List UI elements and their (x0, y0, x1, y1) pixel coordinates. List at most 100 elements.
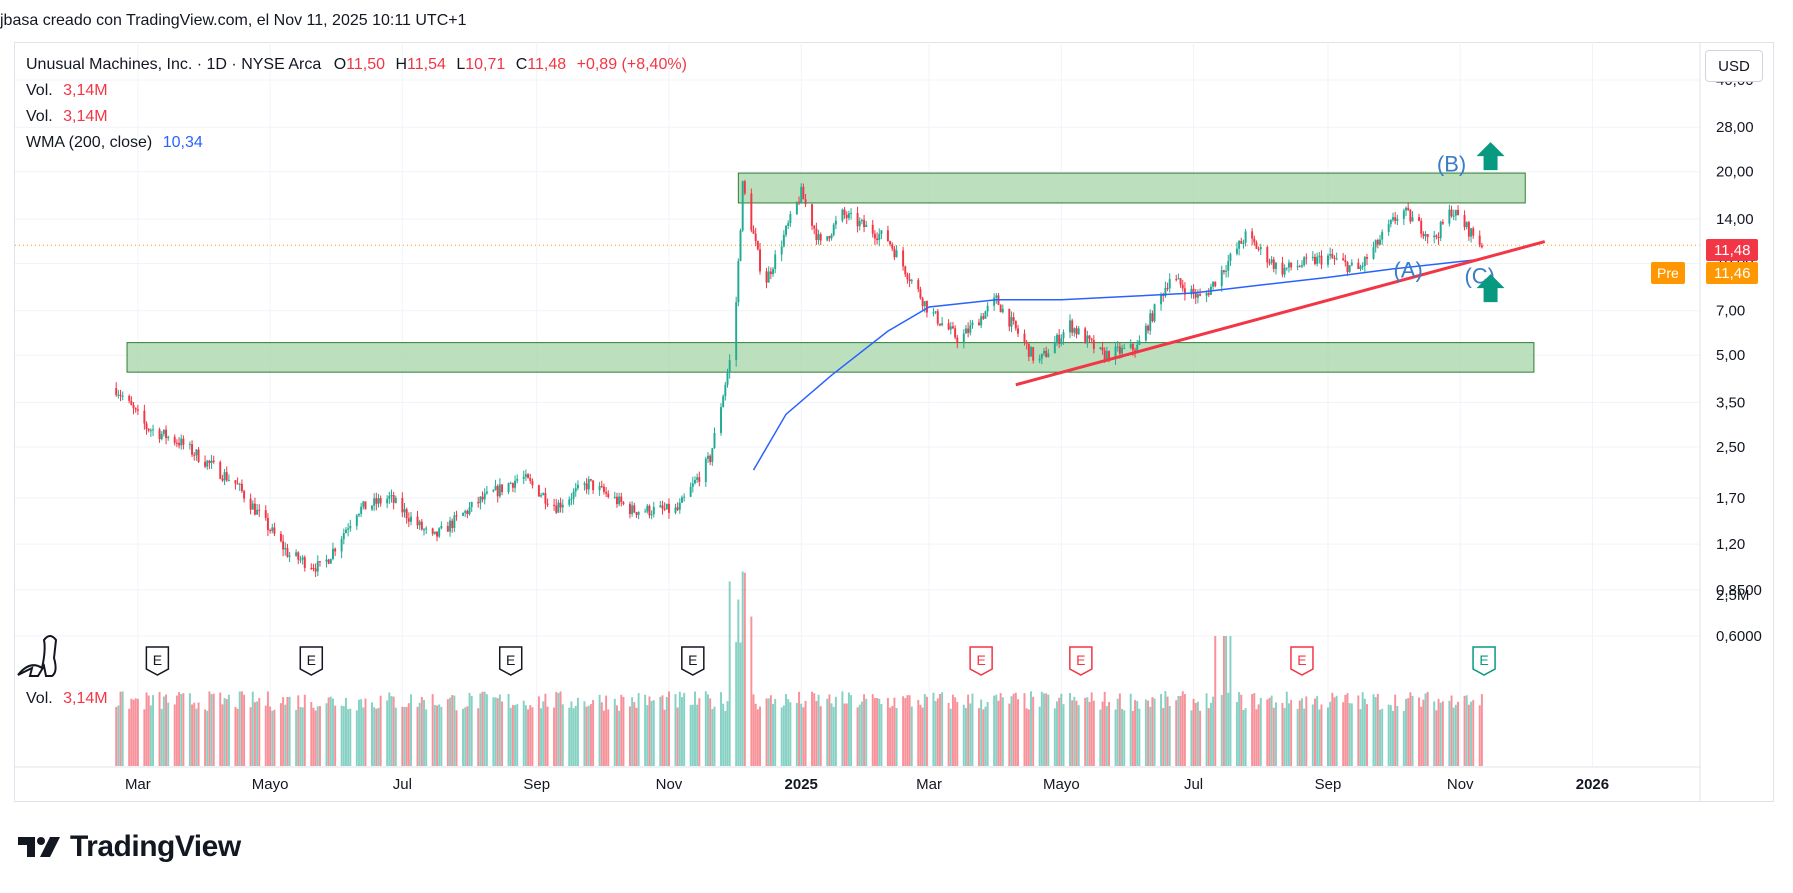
candle-body (115, 388, 118, 395)
candle-body (1342, 258, 1345, 261)
candle-body (993, 297, 996, 306)
candle-body (739, 230, 742, 262)
candle-body (271, 527, 274, 531)
candle-body (722, 396, 725, 408)
currency-button[interactable]: USD (1705, 50, 1763, 82)
candle-body (1392, 217, 1394, 221)
volume-bar (147, 695, 150, 766)
volume-bar (416, 706, 419, 766)
volume-bar (1311, 704, 1314, 766)
volume-bar (1214, 636, 1217, 766)
candle-body (249, 498, 252, 510)
volume-bar (1032, 696, 1035, 766)
earnings-letter: E (506, 652, 515, 668)
volume-bar (175, 695, 178, 766)
volume-bar (780, 707, 783, 766)
candle-body (769, 271, 772, 275)
candle-body (527, 474, 530, 479)
candle-body (858, 221, 861, 227)
volume-bar (906, 695, 909, 766)
volume-bar (1038, 706, 1041, 766)
volume-bar (1331, 692, 1334, 766)
volume-bar (1225, 636, 1228, 766)
price-tick-label: 28,00 (1716, 119, 1754, 136)
candle-body (889, 241, 892, 245)
volume-bar (1296, 708, 1299, 766)
candle-body (1303, 257, 1306, 266)
candle-body (143, 410, 146, 424)
volume-bar (1457, 701, 1460, 766)
volume-bar (1439, 702, 1442, 766)
volume-bar (485, 694, 488, 766)
candle-body (1121, 347, 1124, 354)
candle-body (286, 548, 289, 557)
candle-body (628, 503, 631, 515)
candle-body (856, 212, 859, 227)
volume-bar (709, 698, 712, 766)
tradingview-brand[interactable]: TradingView (18, 830, 241, 864)
dino-logo-icon (17, 635, 58, 677)
candle-body (1450, 209, 1453, 217)
candle-body (1017, 328, 1019, 334)
volume-bar (1192, 698, 1195, 766)
volume-bar (1320, 704, 1323, 766)
chart-header: jbasa creado con TradingView.com, el Nov… (0, 12, 467, 29)
volume-bar (197, 702, 200, 766)
volume-bar (540, 708, 543, 766)
candle-body (728, 360, 731, 373)
volume-bar (325, 703, 328, 766)
candle-body (845, 214, 848, 218)
candle-body (707, 455, 709, 459)
volume-bars (115, 571, 1483, 766)
candle-body (1379, 239, 1381, 245)
volume-bar (559, 691, 562, 766)
volume-bar (238, 691, 241, 766)
candle-body (1433, 235, 1436, 238)
time-tick-label: Mayo (252, 776, 289, 793)
candle-body (1285, 267, 1288, 269)
legend-wma-row[interactable]: WMA (200, close) 10,34 (26, 130, 687, 156)
legend-volume-row-1[interactable]: Vol. 3,14M (26, 78, 687, 104)
candle-body (1086, 335, 1089, 344)
candle-body (193, 454, 196, 456)
volume-bar (481, 691, 484, 766)
volume-bar (423, 699, 425, 766)
candle-body (392, 495, 395, 503)
candle-body (698, 477, 701, 482)
candle-body (696, 477, 699, 481)
candle-body (507, 483, 510, 493)
candle-body (1077, 328, 1080, 335)
chart-frame[interactable] (14, 42, 1774, 802)
candle-body (273, 527, 276, 534)
candle-body (826, 236, 829, 241)
candle-body (936, 311, 939, 324)
volume-bar (1229, 636, 1232, 766)
candle-body (667, 503, 670, 513)
volume-bar (1361, 692, 1364, 766)
volume-bar (386, 700, 389, 766)
legend-volume-row-2[interactable]: Vol. 3,14M (26, 104, 687, 130)
volume-bar (1300, 698, 1303, 766)
candle-body (1027, 343, 1030, 357)
candle-body (136, 409, 139, 411)
volume-bar (225, 699, 228, 766)
candle-body (440, 525, 443, 529)
candle-body (431, 528, 434, 534)
candle-body (1420, 220, 1423, 234)
candle-body (904, 266, 907, 275)
candle-body (962, 333, 965, 343)
volume-bar (1376, 693, 1379, 766)
volume-bar (681, 697, 683, 766)
volume-bar (401, 706, 404, 766)
volume-bar (964, 707, 967, 766)
volume-bar (340, 705, 343, 766)
volume-bar (312, 707, 315, 766)
candle-body (1114, 346, 1117, 360)
volume-bar (173, 704, 176, 766)
volume-bar (969, 703, 972, 766)
volume-bar (227, 694, 230, 766)
candle-body (524, 474, 527, 477)
volume-bar (1402, 710, 1405, 766)
symbol-title[interactable]: Unusual Machines, Inc. · 1D · NYSE Arca (26, 56, 322, 73)
